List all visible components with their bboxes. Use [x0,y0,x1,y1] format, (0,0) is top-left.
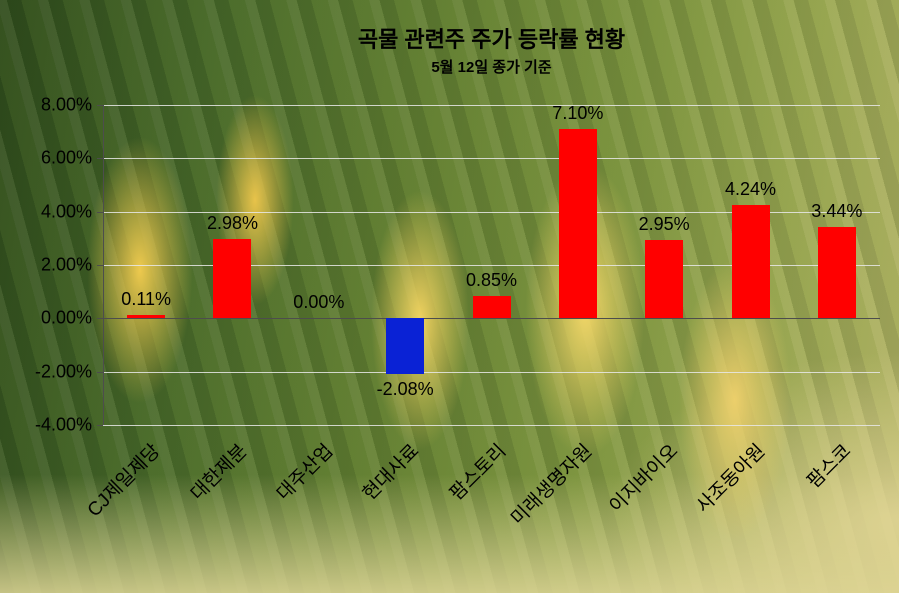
bar-value-label: 0.11% [121,289,172,310]
bar-value-label: 3.44% [811,200,863,221]
bar-value-label: 2.95% [638,213,690,234]
plot-area: 0.11% CJ제일제당 2.98% 대한제분 0.00% 대주산업 -2.08% 현대사료 0… [84,103,880,530]
y-axis-tick [97,211,103,213]
bar [731,205,770,319]
bar [127,315,166,319]
bar [558,129,597,319]
gridline [103,371,880,373]
y-axis-label: -2.00% [34,361,92,382]
y-axis-label: -4.00% [34,414,92,435]
y-axis-tick [97,371,103,373]
chart-title: 곡물 관련주 주가 등락률 현황 [357,27,626,52]
gridline [103,211,880,213]
y-axis-line [103,105,104,425]
y-axis-label: 8.00% [40,94,92,115]
y-axis-tick [97,318,103,320]
y-axis-label: 2.00% [40,254,92,275]
zero-gridline [103,318,880,320]
gridline [103,158,880,160]
y-axis-tick [97,158,103,160]
y-axis-label: 6.00% [40,147,92,168]
gridline [103,425,880,426]
bar [645,239,684,319]
y-axis-tick [97,265,103,266]
bar-value-label: 0.00% [293,292,345,313]
gridline [103,265,880,266]
bar-value-label: 2.98% [206,212,259,233]
bar-value-label: -2.08% [376,378,434,399]
y-axis-tick [97,425,103,426]
bar-value-label: 0.85% [465,269,518,290]
chart-subtitle: 5월 12일 종가 기준 [431,59,552,76]
bar [817,226,856,319]
bar [386,318,425,374]
bar [213,238,252,319]
bar-value-label: 7.10% [552,103,604,123]
bar [472,295,511,319]
y-axis-labels: 8.00% 6.00% 4.00% 2.00% 0.00% -2.00% -4.00% [0,95,96,435]
y-axis-tick [97,105,103,106]
y-axis-label: 4.00% [40,201,92,222]
bar-value-label: 4.24% [724,179,777,200]
gridline [103,105,880,106]
y-axis-label: 0.00% [40,307,92,328]
